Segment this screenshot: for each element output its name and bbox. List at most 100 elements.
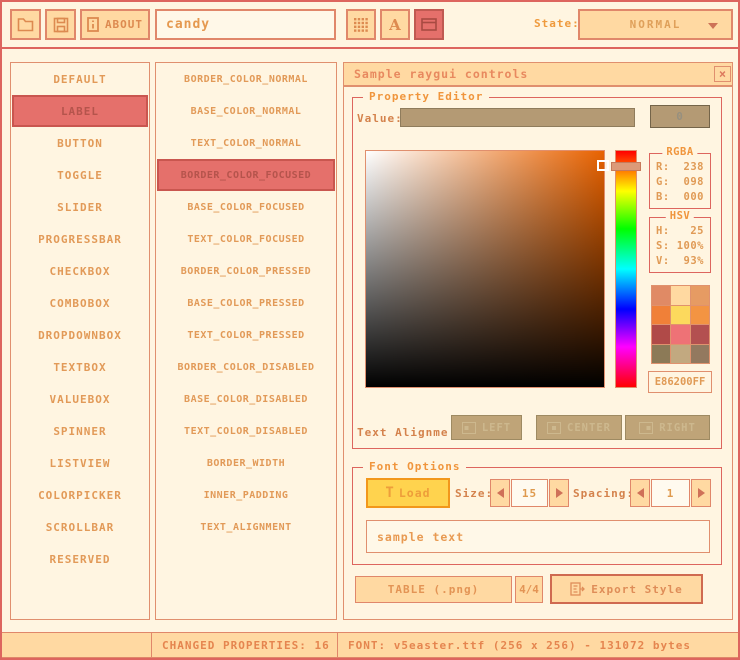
align-left-button[interactable]: LEFT: [451, 415, 522, 440]
table-png-button[interactable]: TABLE (.png): [355, 576, 512, 603]
controls-list-item[interactable]: RESERVED: [49, 552, 111, 566]
color-swatch[interactable]: [690, 325, 709, 344]
controls-list-item[interactable]: TOGGLE: [57, 168, 103, 182]
export-icon: [570, 582, 586, 596]
rgba-row-b: B: 000: [656, 191, 704, 203]
controls-list-item[interactable]: VALUEBOX: [49, 392, 111, 406]
color-swatch[interactable]: [671, 286, 690, 305]
color-swatch[interactable]: [690, 286, 709, 305]
status-cell-empty: [0, 632, 152, 658]
spacing-label: Spacing:: [573, 487, 634, 500]
controls-list-item[interactable]: CHECKBOX: [49, 264, 111, 278]
properties-list-item[interactable]: BASE_COLOR_NORMAL: [190, 105, 302, 117]
controls-list-item[interactable]: SPINNER: [53, 424, 107, 438]
grid-icon: [354, 17, 368, 32]
style-name-value: candy: [166, 17, 211, 32]
properties-list-item[interactable]: BASE_COLOR_FOCUSED: [187, 201, 305, 213]
hsv-row-v: V: 93%: [656, 255, 704, 267]
color-swatch[interactable]: [652, 325, 671, 344]
align-left-label: LEFT: [481, 421, 512, 434]
hsv-group: HSV H: 25 S: 100% V: 93%: [649, 210, 711, 273]
properties-list-item[interactable]: BORDER_COLOR_DISABLED: [177, 361, 315, 373]
hue-handle[interactable]: [611, 162, 641, 171]
state-dropdown[interactable]: NORMAL: [578, 9, 733, 40]
style-table-view-button[interactable]: [346, 9, 376, 40]
sample-text: sample text: [377, 529, 465, 544]
controls-list-item[interactable]: PROGRESSBAR: [38, 232, 122, 246]
controls-list-item[interactable]: DROPDOWNBOX: [38, 328, 122, 342]
hue-bar[interactable]: [615, 150, 637, 388]
export-style-button[interactable]: Export Style: [550, 574, 703, 604]
controls-list-item[interactable]: COLORPICKER: [38, 488, 122, 502]
align-right-button[interactable]: RIGHT: [625, 415, 710, 440]
rgba-group-label: RGBA: [662, 146, 698, 158]
controls-list-item[interactable]: LISTVIEW: [49, 456, 111, 470]
close-button[interactable]: ×: [714, 66, 731, 82]
properties-list-item[interactable]: BORDER_COLOR_NORMAL: [184, 73, 308, 85]
close-icon: ×: [718, 67, 727, 81]
color-swatch[interactable]: [652, 344, 671, 363]
color-swatch[interactable]: [671, 325, 690, 344]
align-center-button[interactable]: CENTER: [536, 415, 622, 440]
controls-view-button[interactable]: [414, 9, 444, 40]
property-value-box[interactable]: 0: [650, 105, 710, 128]
style-name-input[interactable]: candy: [155, 9, 336, 40]
color-swatch[interactable]: [671, 305, 690, 324]
pages-indicator: 4/4: [515, 576, 543, 603]
color-swatch[interactable]: [690, 305, 709, 324]
property-value-slider[interactable]: [400, 108, 635, 127]
save-style-button[interactable]: [45, 9, 76, 40]
controls-list-item[interactable]: SLIDER: [57, 200, 103, 214]
hsv-row-h: H: 25: [656, 225, 704, 237]
hex-color-input[interactable]: E86200FF: [648, 371, 712, 393]
properties-list-item[interactable]: BORDER_COLOR_FOCUSED: [157, 159, 335, 191]
open-style-button[interactable]: [10, 9, 41, 40]
hsv-group-label: HSV: [665, 210, 695, 222]
properties-list-item[interactable]: BASE_COLOR_DISABLED: [184, 393, 308, 405]
size-value-box[interactable]: 15: [511, 479, 548, 507]
font-view-button[interactable]: A: [380, 9, 410, 40]
spacing-value-box[interactable]: 1: [651, 479, 690, 507]
properties-list-item[interactable]: TEXT_COLOR_DISABLED: [184, 425, 308, 437]
color-saturation-value-panel[interactable]: [365, 150, 609, 388]
properties-list-item[interactable]: TEXT_COLOR_PRESSED: [187, 329, 305, 341]
controls-list-item[interactable]: BUTTON: [57, 136, 103, 150]
properties-list-item[interactable]: INNER_PADDING: [203, 489, 289, 501]
sample-text-box[interactable]: sample text: [366, 520, 710, 553]
controls-list-item[interactable]: TEXTBOX: [53, 360, 107, 374]
size-decrease-button[interactable]: [490, 479, 510, 507]
property-editor-group-label: Property Editor: [363, 90, 490, 103]
changed-properties-status: CHANGED PROPERTIES: 16: [162, 638, 330, 652]
sample-window-title: Sample raygui controls: [354, 67, 529, 81]
status-cell-font: FONT: v5easter.ttf (256 x 256) - 131072 …: [337, 632, 740, 658]
table-png-label: TABLE (.png): [387, 583, 480, 596]
controls-list-item[interactable]: SCROLLBAR: [45, 520, 115, 534]
right-arrow-icon: [697, 488, 705, 498]
color-swatch[interactable]: [652, 286, 671, 305]
load-font-button[interactable]: T Load: [366, 478, 450, 508]
spacing-increase-button[interactable]: [691, 479, 711, 507]
value-label: Value:: [357, 112, 403, 125]
property-value: 0: [676, 110, 684, 123]
properties-list-item[interactable]: TEXT_COLOR_FOCUSED: [187, 233, 305, 245]
spacing-decrease-button[interactable]: [630, 479, 650, 507]
export-style-label: Export Style: [591, 582, 683, 596]
about-button[interactable]: ABOUT: [80, 9, 150, 40]
controls-list-item[interactable]: LABEL: [12, 95, 148, 127]
sample-window-titlebar[interactable]: Sample raygui controls: [343, 62, 733, 86]
size-increase-button[interactable]: [549, 479, 569, 507]
controls-list-item[interactable]: DEFAULT: [53, 72, 107, 86]
properties-list-item[interactable]: BORDER_COLOR_PRESSED: [180, 265, 312, 277]
properties-list-item[interactable]: BASE_COLOR_PRESSED: [187, 297, 305, 309]
properties-list-item[interactable]: BORDER_WIDTH: [206, 457, 286, 469]
properties-list-item[interactable]: TEXT_COLOR_NORMAL: [190, 137, 302, 149]
color-swatch[interactable]: [690, 344, 709, 363]
color-selector-marker[interactable]: [597, 160, 609, 171]
controls-list: DEFAULT LABEL BUTTON TOGGLE SLIDER PROGRESSBA…: [10, 62, 150, 620]
color-swatch[interactable]: [671, 344, 690, 363]
rgba-group: RGBA R: 238 G: 098 B: 000: [649, 146, 711, 209]
properties-list-item[interactable]: TEXT_ALIGNMENT: [200, 521, 292, 533]
controls-list-item[interactable]: COMBOBOX: [49, 296, 111, 310]
size-value: 15: [521, 486, 538, 500]
color-swatch[interactable]: [652, 305, 671, 324]
